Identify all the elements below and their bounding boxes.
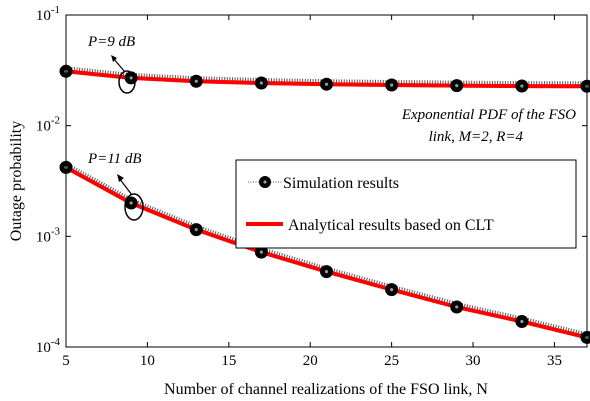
simulation-point — [580, 330, 590, 344]
x-tick-label: 20 — [303, 353, 318, 369]
legend: Simulation results Analytical results ba… — [235, 159, 577, 249]
legend-entry-simulation: Simulation results — [248, 175, 399, 192]
annotation-p11-arrow — [118, 177, 133, 196]
simulation-point-center — [259, 250, 263, 254]
x-tick-label: 25 — [384, 353, 399, 369]
simulation-point-center — [324, 82, 329, 86]
simulation-point-center — [129, 201, 133, 205]
simulation-point-center — [194, 79, 198, 83]
x-tick-label: 15 — [221, 353, 236, 369]
curve-p9 — [59, 64, 590, 93]
axis-ticks: 5 10 15 20 25 30 35 10-4 10-3 10-2 10-1 — [36, 4, 587, 369]
annotation-pdf-line2: link, M=2, R=4 — [429, 129, 524, 145]
x-tick-label: 35 — [547, 353, 562, 369]
simulation-point-center — [520, 84, 524, 88]
x-tick-label: 30 — [466, 353, 481, 369]
curve-p11 — [59, 160, 590, 344]
annotation-p9-ellipse — [118, 70, 136, 94]
legend-simulation-marker-center — [263, 180, 267, 184]
x-axis-label: Number of channel realizations of the FS… — [164, 381, 488, 398]
legend-entry-analytical: Analytical results based on CLT — [246, 217, 494, 234]
simulation-point-center — [390, 288, 394, 292]
simulation-point-center — [259, 81, 263, 85]
annotation-p9-arrowhead — [111, 55, 117, 62]
simulation-point-center — [390, 83, 394, 87]
plot-marks — [59, 64, 590, 344]
annotation-p9-arrow — [112, 57, 126, 73]
y-tick-label: 10-4 — [36, 336, 61, 356]
simulation-point-center — [455, 305, 459, 309]
annotation-pdf-line1: Exponential PDF of the FSO — [401, 107, 576, 123]
simulation-point-center — [455, 84, 459, 88]
legend-simulation-label: Simulation results — [283, 175, 399, 192]
simulation-point-center — [194, 228, 198, 232]
simulation-point — [580, 79, 590, 93]
simulation-point-center — [520, 319, 524, 324]
x-tick-label: 10 — [140, 353, 155, 369]
annotation-p9-text: P=9 dB — [87, 34, 135, 50]
y-tick-label: 10-2 — [36, 115, 60, 135]
y-tick-label: 10-1 — [36, 4, 60, 24]
plot-frame — [65, 14, 588, 348]
annotation-p11-arrowhead — [117, 174, 124, 182]
legend-analytical-label: Analytical results based on CLT — [288, 217, 494, 234]
y-tick-label: 10-3 — [36, 225, 61, 245]
y-axis-label: Outage probability — [8, 121, 25, 241]
simulation-point-center — [129, 76, 133, 80]
annotation-p9: P=9 dB — [87, 34, 136, 94]
simulation-point-center — [324, 270, 329, 274]
annotation-p11: P=11 dB — [87, 151, 144, 221]
annotation-p11-ellipse — [124, 193, 144, 221]
legend-box — [235, 159, 577, 249]
x-tick-label: 5 — [62, 353, 70, 369]
annotation-p11-text: P=11 dB — [87, 151, 142, 167]
